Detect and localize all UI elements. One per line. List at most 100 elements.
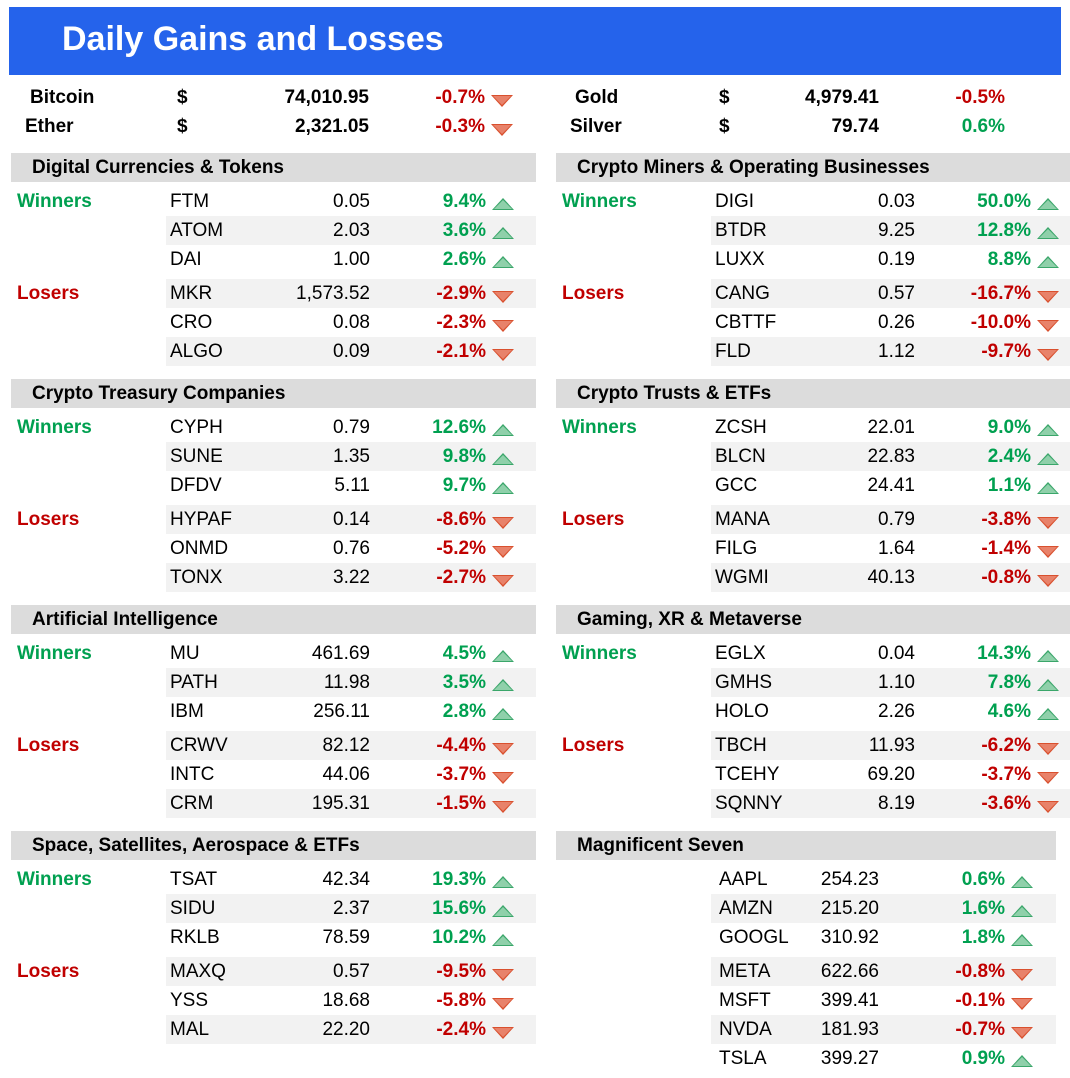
winners-label: Winners xyxy=(17,643,92,664)
ticker-change: -6.2% xyxy=(981,735,1031,756)
ticker-symbol: MAL xyxy=(170,1019,210,1040)
ticker-price: 254.23 xyxy=(820,869,879,890)
arrow-up-icon xyxy=(492,424,514,436)
arrow-up-icon xyxy=(492,679,514,691)
ticker-change: 2.4% xyxy=(987,446,1031,467)
ticker-change: 50.0% xyxy=(977,191,1031,212)
arrow-down-icon xyxy=(491,95,513,107)
arrow-up-icon xyxy=(492,650,514,662)
ticker-symbol: INTC xyxy=(170,764,215,785)
ticker-change: 7.8% xyxy=(987,672,1031,693)
ticker-change: -3.8% xyxy=(981,509,1031,530)
ticker-price: 215.20 xyxy=(820,898,879,919)
winners-label: Winners xyxy=(562,643,637,664)
losers-label: Losers xyxy=(562,509,625,530)
arrow-down-icon xyxy=(492,998,514,1010)
ticker-symbol: DAI xyxy=(170,249,202,270)
ticker-change: 1.6% xyxy=(961,898,1005,919)
ticker-symbol: ONMD xyxy=(170,538,229,559)
ticker-change: 0.6% xyxy=(961,869,1005,890)
arrow-down-icon xyxy=(491,124,513,136)
row-stripe xyxy=(711,731,1070,760)
ticker-change: 9.4% xyxy=(442,191,486,212)
arrow-up-icon xyxy=(1011,1055,1033,1067)
arrow-up-icon xyxy=(1037,708,1059,720)
arrow-up-icon xyxy=(492,708,514,720)
arrow-up-icon xyxy=(1011,905,1033,917)
currency-symbol: $ xyxy=(719,116,730,137)
ticker-change: 10.2% xyxy=(432,927,486,948)
ticker-symbol: GOOGL xyxy=(719,927,789,948)
ticker-symbol: IBM xyxy=(170,701,204,722)
ticker-symbol: BTDR xyxy=(715,220,767,241)
ticker-change: -3.7% xyxy=(436,764,486,785)
row-stripe xyxy=(166,442,536,471)
row-stripe xyxy=(166,894,536,923)
ticker-price: 42.34 xyxy=(322,869,370,890)
ticker-price: 69.20 xyxy=(867,764,915,785)
ticker-change: -2.7% xyxy=(436,567,486,588)
row-stripe xyxy=(166,957,536,986)
ticker-change: -0.8% xyxy=(981,567,1031,588)
arrow-up-icon xyxy=(1011,876,1033,888)
ticker-change: -3.6% xyxy=(981,793,1031,814)
ticker-symbol: ZCSH xyxy=(715,417,767,438)
winners-label: Winners xyxy=(17,417,92,438)
ticker-symbol: ALGO xyxy=(170,341,223,362)
ticker-price: 0.09 xyxy=(333,341,370,362)
arrow-down-icon xyxy=(492,575,514,587)
row-stripe xyxy=(166,337,536,366)
ticker-change: 1.1% xyxy=(987,475,1031,496)
ticker-price: 44.06 xyxy=(322,764,370,785)
ticker-symbol: PATH xyxy=(170,672,218,693)
ticker-change: 14.3% xyxy=(977,643,1031,664)
ticker-price: 18.68 xyxy=(322,990,370,1011)
arrow-up-icon xyxy=(1011,934,1033,946)
ticker-change: -5.2% xyxy=(436,538,486,559)
arrow-down-icon xyxy=(1037,801,1059,813)
ticker-change: -0.7% xyxy=(955,1019,1005,1040)
losers-label: Losers xyxy=(562,283,625,304)
ticker-price: 2.26 xyxy=(878,701,915,722)
row-stripe xyxy=(166,216,536,245)
winners-label: Winners xyxy=(17,191,92,212)
asset-change: -0.5% xyxy=(955,87,1005,108)
ticker-change: 2.6% xyxy=(442,249,486,270)
row-stripe xyxy=(166,789,536,818)
currency-symbol: $ xyxy=(177,87,188,108)
row-stripe xyxy=(711,442,1070,471)
ticker-price: 24.41 xyxy=(867,475,915,496)
ticker-change: 2.8% xyxy=(442,701,486,722)
ticker-price: 11.93 xyxy=(868,735,915,756)
ticker-price: 0.79 xyxy=(878,509,915,530)
losers-label: Losers xyxy=(562,735,625,756)
row-stripe xyxy=(711,789,1070,818)
section-title: Space, Satellites, Aerospace & ETFs xyxy=(32,835,360,856)
ticker-symbol: ATOM xyxy=(170,220,224,241)
section-header: Crypto Trusts & ETFs xyxy=(556,379,1070,408)
asset-price: 4,979.41 xyxy=(805,87,879,108)
arrow-up-icon xyxy=(1037,198,1059,210)
ticker-price: 0.04 xyxy=(878,643,915,664)
arrow-down-icon xyxy=(492,772,514,784)
ticker-price: 0.57 xyxy=(333,961,370,982)
ticker-price: 22.20 xyxy=(322,1019,370,1040)
ticker-price: 8.19 xyxy=(878,793,915,814)
ticker-symbol: MKR xyxy=(170,283,213,304)
arrow-up-icon xyxy=(492,934,514,946)
winners-label: Winners xyxy=(562,191,637,212)
arrow-down-icon xyxy=(492,801,514,813)
arrow-down-icon xyxy=(492,291,514,303)
ticker-price: 195.31 xyxy=(311,793,370,814)
ticker-change: 8.8% xyxy=(987,249,1031,270)
ticker-price: 11.98 xyxy=(323,672,370,693)
ticker-symbol: FTM xyxy=(170,191,210,212)
ticker-symbol: HOLO xyxy=(715,701,769,722)
row-stripe xyxy=(711,894,1056,923)
section-title: Artificial Intelligence xyxy=(32,609,218,630)
ticker-change: -2.9% xyxy=(436,283,486,304)
losers-label: Losers xyxy=(17,961,80,982)
ticker-price: 256.11 xyxy=(313,701,370,722)
arrow-up-icon xyxy=(492,482,514,494)
ticker-change: -5.8% xyxy=(436,990,486,1011)
